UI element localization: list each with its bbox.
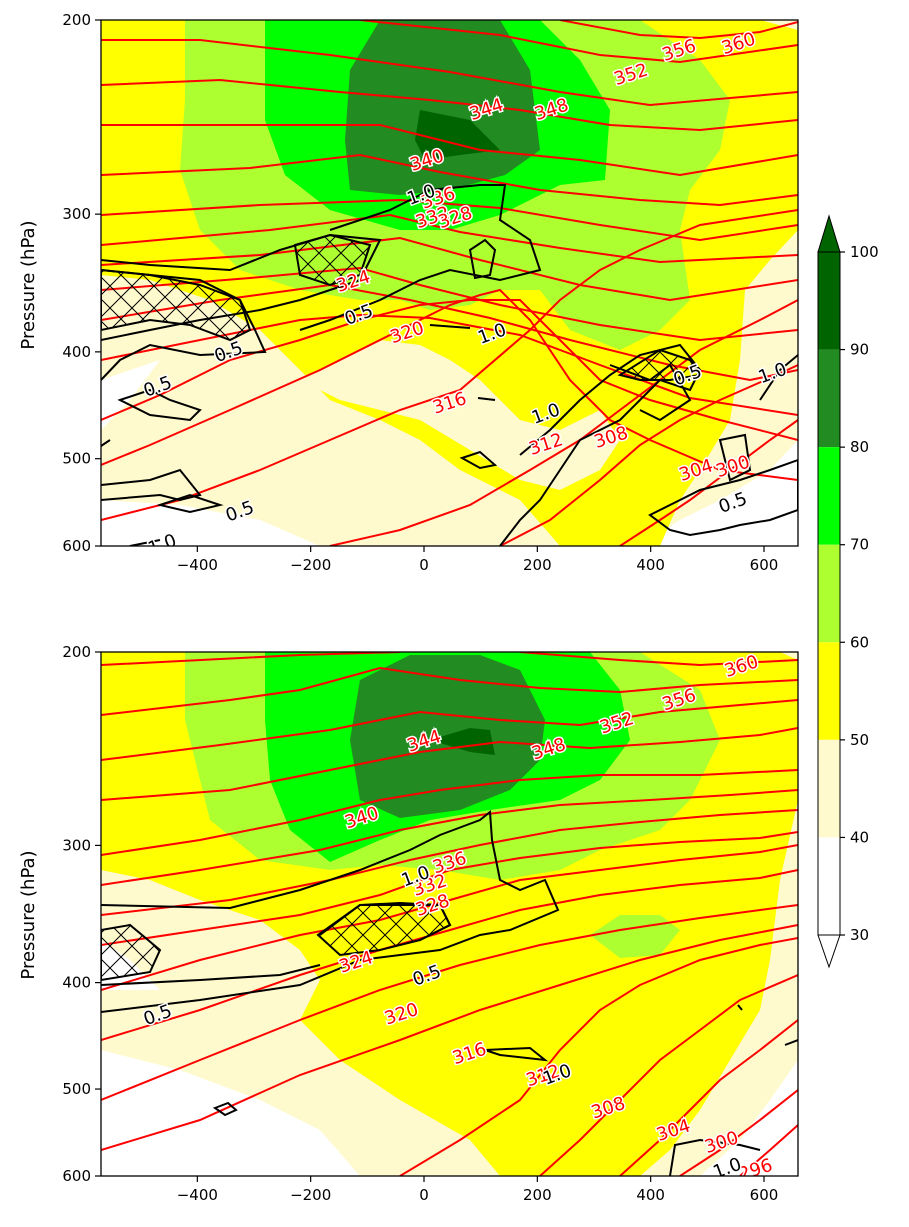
colorbar-segment: [818, 447, 840, 545]
y-tick-label: 400: [62, 974, 91, 992]
fill-band-30-40: [101, 940, 798, 1176]
top-panel-frame: [100, 19, 799, 547]
x-tick-label: 200: [523, 556, 552, 574]
x-tick-label: 600: [750, 556, 779, 574]
colorbar-segment: [818, 739, 840, 838]
fill-band-40-50-inner: [300, 340, 620, 490]
colorbar-tick-label: 80: [850, 438, 869, 456]
colorbar-segment: [818, 349, 840, 448]
y-tick-label: 500: [62, 450, 91, 468]
x-tick-label: −400: [177, 556, 218, 574]
hatched-regions: [101, 901, 452, 982]
colorbar-segment: [818, 642, 840, 740]
y-tick-label: 400: [62, 343, 91, 361]
y-tick-label: 300: [62, 836, 91, 854]
x-tick-label: 600: [750, 1186, 779, 1204]
top-y-axis-label: Pressure (hPa): [18, 220, 39, 349]
colorbar-tick-label: 50: [850, 731, 869, 749]
colorbar-extend-max: [817, 214, 841, 253]
colorbar-frame: [817, 251, 841, 936]
colorbar-tick-label: 60: [850, 633, 869, 651]
top-x-ticks: −400 −200 0 200 400 600: [177, 546, 779, 574]
x-tick-label: 400: [636, 556, 665, 574]
fill-band-80-90: [345, 20, 540, 195]
fill-band-60-70-island: [590, 915, 680, 958]
x-tick-label: −200: [290, 1186, 331, 1204]
colorbar-segment: [818, 252, 840, 350]
x-tick-label: −400: [177, 1186, 218, 1204]
black-contour-labels: 1.01.01.00.50.5: [139, 860, 746, 1176]
colorbar-segment: [818, 544, 840, 643]
bottom-y-axis-label: Pressure (hPa): [18, 850, 39, 979]
top-y-ticks: 200 300 400 500 600: [62, 11, 101, 555]
black-contours: [101, 184, 798, 546]
x-tick-label: 400: [636, 1186, 665, 1204]
x-tick-label: 0: [419, 556, 429, 574]
bottom-panel-frame: [100, 651, 799, 1177]
colorbar-tick-label: 90: [850, 341, 869, 359]
y-tick-label: 200: [62, 643, 91, 661]
colorbar-tick-label: 70: [850, 536, 869, 554]
bottom-panel-fill: 3603563523483443403363323283243203163123…: [101, 652, 798, 1176]
x-tick-label: 0: [419, 1186, 429, 1204]
y-tick-label: 500: [62, 1080, 91, 1098]
y-tick-label: 200: [62, 11, 91, 29]
colorbar-tick-label: 30: [850, 926, 869, 944]
y-tick-label: 300: [62, 205, 91, 223]
x-tick-label: −200: [290, 556, 331, 574]
colorbar-extend-min: [817, 934, 841, 969]
colorbar: 30 40 50 60 70 80 90 100: [817, 214, 879, 969]
colorbar-segment: [818, 837, 840, 935]
bottom-y-ticks: 200 300 400 500 600: [62, 643, 101, 1185]
y-tick-label: 600: [62, 537, 91, 555]
black-contours: [101, 810, 798, 1176]
bottom-panel: 3603563523483443403363323283243203163123…: [18, 643, 799, 1204]
fill-band-90-100: [415, 110, 500, 160]
y-tick-label: 600: [62, 1167, 91, 1185]
hatched-regions: [101, 233, 702, 381]
bottom-x-ticks: −400 −200 0 200 400 600: [177, 1176, 779, 1204]
red-contours: [101, 652, 798, 1176]
fill-band-90-100: [430, 728, 495, 755]
colorbar-tick-label: 100: [850, 243, 879, 261]
colorbar-tick-label: 40: [850, 828, 869, 846]
x-tick-label: 200: [523, 1186, 552, 1204]
